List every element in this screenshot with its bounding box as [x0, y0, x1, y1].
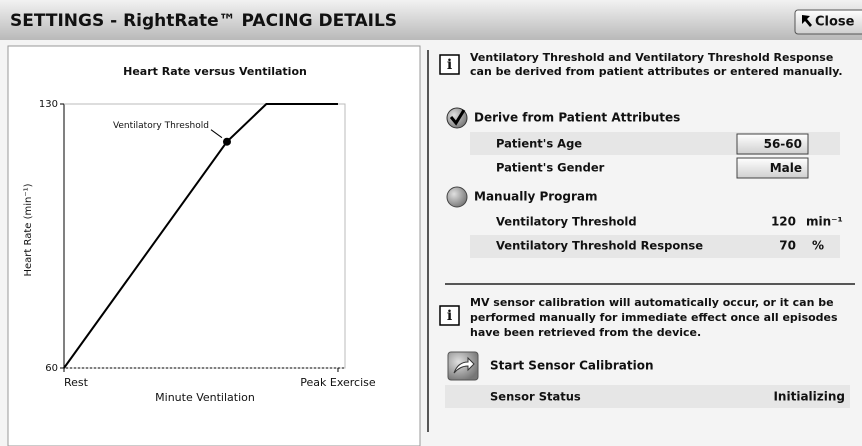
status-label: Sensor Status — [490, 390, 581, 404]
info-text: MV sensor calibration will automatically… — [470, 296, 834, 309]
row-band — [470, 235, 840, 258]
plot-area — [63, 103, 346, 369]
info-icon-glyph: i — [447, 308, 452, 324]
option-label[interactable]: Manually Program — [474, 190, 598, 204]
value-button[interactable] — [736, 133, 809, 155]
x-tick-label: Rest — [64, 376, 89, 389]
row-unit: min⁻¹ — [806, 215, 843, 229]
chart: Heart Rate versus Ventilation Minute Ven… — [23, 65, 376, 404]
row-value[interactable]: Male — [770, 161, 802, 175]
info-icon-glyph: i — [447, 57, 452, 73]
row-label: Ventilatory Threshold Response — [496, 239, 703, 253]
row-value: 70 — [779, 239, 796, 253]
details: i Ventilatory Threshold and Ventilatory … — [439, 51, 855, 408]
row-value[interactable]: 56-60 — [764, 137, 802, 151]
x-tick-label: Peak Exercise — [300, 376, 376, 389]
calibration-label[interactable]: Start Sensor Calibration — [490, 359, 654, 373]
status-value: Initializing — [773, 390, 845, 404]
close-label[interactable]: Close — [815, 15, 855, 30]
y-tick-label: 60 — [45, 363, 58, 374]
close-button[interactable]: Close — [794, 9, 862, 35]
annotation: Ventilatory Threshold — [113, 121, 209, 131]
row-label: Patient's Gender — [496, 161, 605, 175]
info-text: can be derived from patient attributes o… — [470, 65, 843, 78]
row-value: 120 — [771, 215, 796, 229]
line — [63, 103, 338, 369]
title: SETTINGS - RightRate™ PACING DETAILS — [10, 11, 397, 31]
row-label: Ventilatory Threshold — [496, 215, 637, 229]
info-icon — [439, 305, 460, 326]
info-text: have been retrieved from the device. — [470, 326, 701, 339]
close-icon[interactable] — [802, 15, 812, 27]
row-unit: % — [812, 239, 824, 253]
option-label[interactable]: Derive from Patient Attributes — [474, 111, 680, 125]
value-button[interactable] — [736, 157, 809, 179]
close-frame[interactable] — [794, 9, 862, 35]
threshold-point — [222, 137, 231, 146]
row-band — [445, 385, 850, 408]
info-text: Ventilatory Threshold and Ventilatory Th… — [470, 51, 833, 64]
x-axis-label: Minute Ventilation — [155, 391, 255, 404]
check-mark — [449, 109, 466, 126]
annotation-arrow — [210, 129, 223, 139]
y-axis-label: Heart Rate (min⁻¹) — [23, 183, 34, 276]
title-bar — [0, 0, 862, 40]
row-label: Patient's Age — [496, 137, 582, 151]
info-icon — [439, 54, 460, 75]
info-text: performed manually for immediate effect … — [470, 311, 838, 324]
chart-title: Heart Rate versus Ventilation — [123, 65, 307, 78]
calibration-icon[interactable] — [453, 356, 475, 374]
radio-unselected[interactable] — [446, 186, 468, 208]
y-tick-label: 130 — [39, 99, 58, 110]
